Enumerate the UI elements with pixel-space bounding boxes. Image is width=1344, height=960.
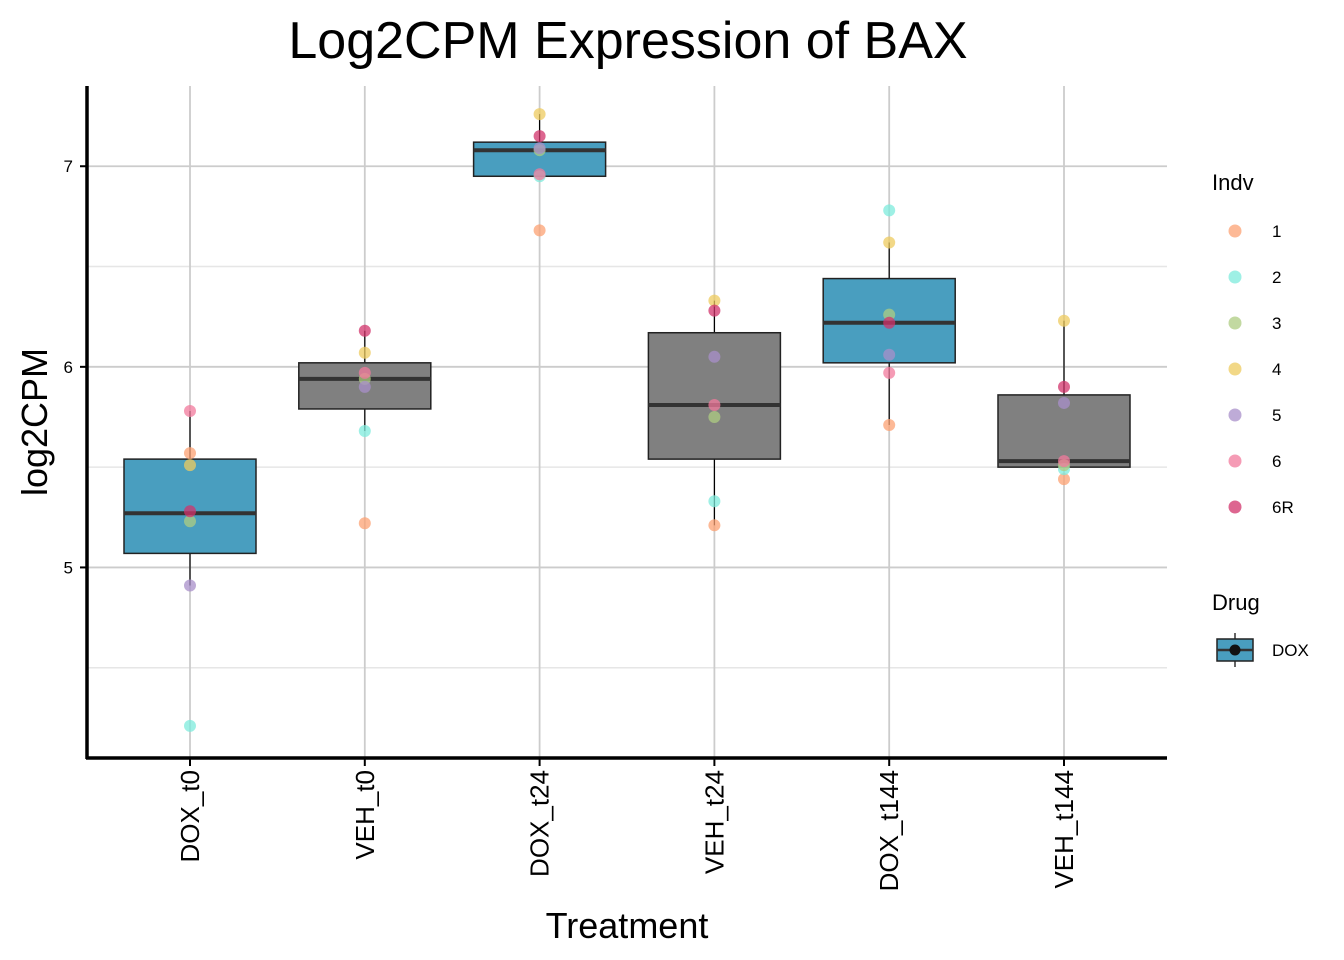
data-point-indv-4 xyxy=(1058,314,1070,327)
data-point-indv-6R xyxy=(533,130,546,143)
legend: Indv 1 2 3 4 5 6 6R Drug DOX xyxy=(1212,170,1309,667)
legend-indv-label: 4 xyxy=(1272,360,1281,379)
x-tick-label: VEH_t24 xyxy=(699,770,729,874)
data-point-indv-3 xyxy=(708,410,721,423)
data-point-indv-6 xyxy=(1058,455,1070,468)
data-point-indv-4 xyxy=(184,459,196,472)
x-tick-label: VEH_t0 xyxy=(350,770,380,860)
data-point-indv-6R xyxy=(708,304,721,317)
data-point-indv-5 xyxy=(533,142,546,155)
legend-drug-title: Drug xyxy=(1212,590,1260,615)
data-point-indv-1 xyxy=(1058,473,1070,486)
legend-indv-label: 6 xyxy=(1272,452,1281,471)
data-point-indv-5 xyxy=(708,350,721,363)
legend-indv-key xyxy=(1228,362,1242,376)
data-point-indv-6 xyxy=(883,366,896,379)
legend-indv-key xyxy=(1228,316,1242,330)
data-point-indv-1 xyxy=(358,517,371,530)
x-tick-label: DOX_t24 xyxy=(525,770,555,877)
legend-indv-key xyxy=(1228,224,1242,238)
plot-area: 5 6 7 DOX_t0 VEH_t0 DOX_t24 VEH_t24 DOX_t144 VEH… xyxy=(64,86,1167,891)
data-point-indv-6 xyxy=(708,398,721,411)
data-point-indv-6R xyxy=(1058,380,1070,393)
data-point-indv-2 xyxy=(708,495,721,508)
legend-indv-label: 2 xyxy=(1272,268,1281,287)
data-point-indv-6 xyxy=(533,168,546,181)
data-point-indv-6R xyxy=(184,505,196,518)
y-tick-label: 6 xyxy=(64,358,73,377)
data-point-indv-4 xyxy=(708,294,721,307)
legend-drug-label: DOX xyxy=(1272,641,1309,660)
chart-title: Log2CPM Expression of BAX xyxy=(288,12,967,70)
x-tick-label: DOX_t144 xyxy=(874,770,904,891)
data-point-indv-5 xyxy=(883,348,896,361)
legend-indv-key xyxy=(1228,408,1242,422)
x-tick-label: DOX_t0 xyxy=(175,770,205,863)
legend-drug-point xyxy=(1229,644,1241,656)
data-point-indv-2 xyxy=(358,425,371,438)
data-point-indv-6 xyxy=(358,366,371,379)
legend-indv-label: 1 xyxy=(1272,222,1281,241)
data-point-indv-4 xyxy=(883,236,896,249)
data-point-indv-3 xyxy=(184,515,196,528)
data-point-indv-6R xyxy=(883,316,896,329)
data-point-indv-5 xyxy=(1058,396,1070,409)
x-tick-label: VEH_t144 xyxy=(1049,770,1079,889)
data-point-indv-5 xyxy=(358,380,371,393)
x-axis-title: Treatment xyxy=(546,905,709,946)
data-point-indv-6 xyxy=(184,404,196,417)
data-point-indv-4 xyxy=(358,346,371,359)
legend-indv-label: 5 xyxy=(1272,406,1281,425)
legend-indv-label: 3 xyxy=(1272,314,1281,333)
legend-indv-label: 6R xyxy=(1272,498,1294,517)
y-axis-title: log2CPM xyxy=(14,348,55,496)
data-point-indv-2 xyxy=(883,204,896,217)
legend-indv-key xyxy=(1228,500,1242,514)
data-point-indv-4 xyxy=(533,108,546,121)
y-tick-label: 7 xyxy=(64,157,73,176)
data-point-indv-5 xyxy=(184,579,196,592)
legend-indv-key xyxy=(1228,454,1242,468)
data-point-indv-1 xyxy=(708,519,721,532)
data-point-indv-1 xyxy=(184,447,196,460)
legend-indv-key xyxy=(1228,270,1242,284)
data-point-indv-2 xyxy=(184,719,196,732)
data-point-indv-1 xyxy=(533,224,546,237)
legend-indv-title: Indv xyxy=(1212,170,1254,195)
y-tick-label: 5 xyxy=(64,558,73,577)
data-point-indv-1 xyxy=(883,419,896,432)
data-point-indv-6R xyxy=(358,324,371,337)
